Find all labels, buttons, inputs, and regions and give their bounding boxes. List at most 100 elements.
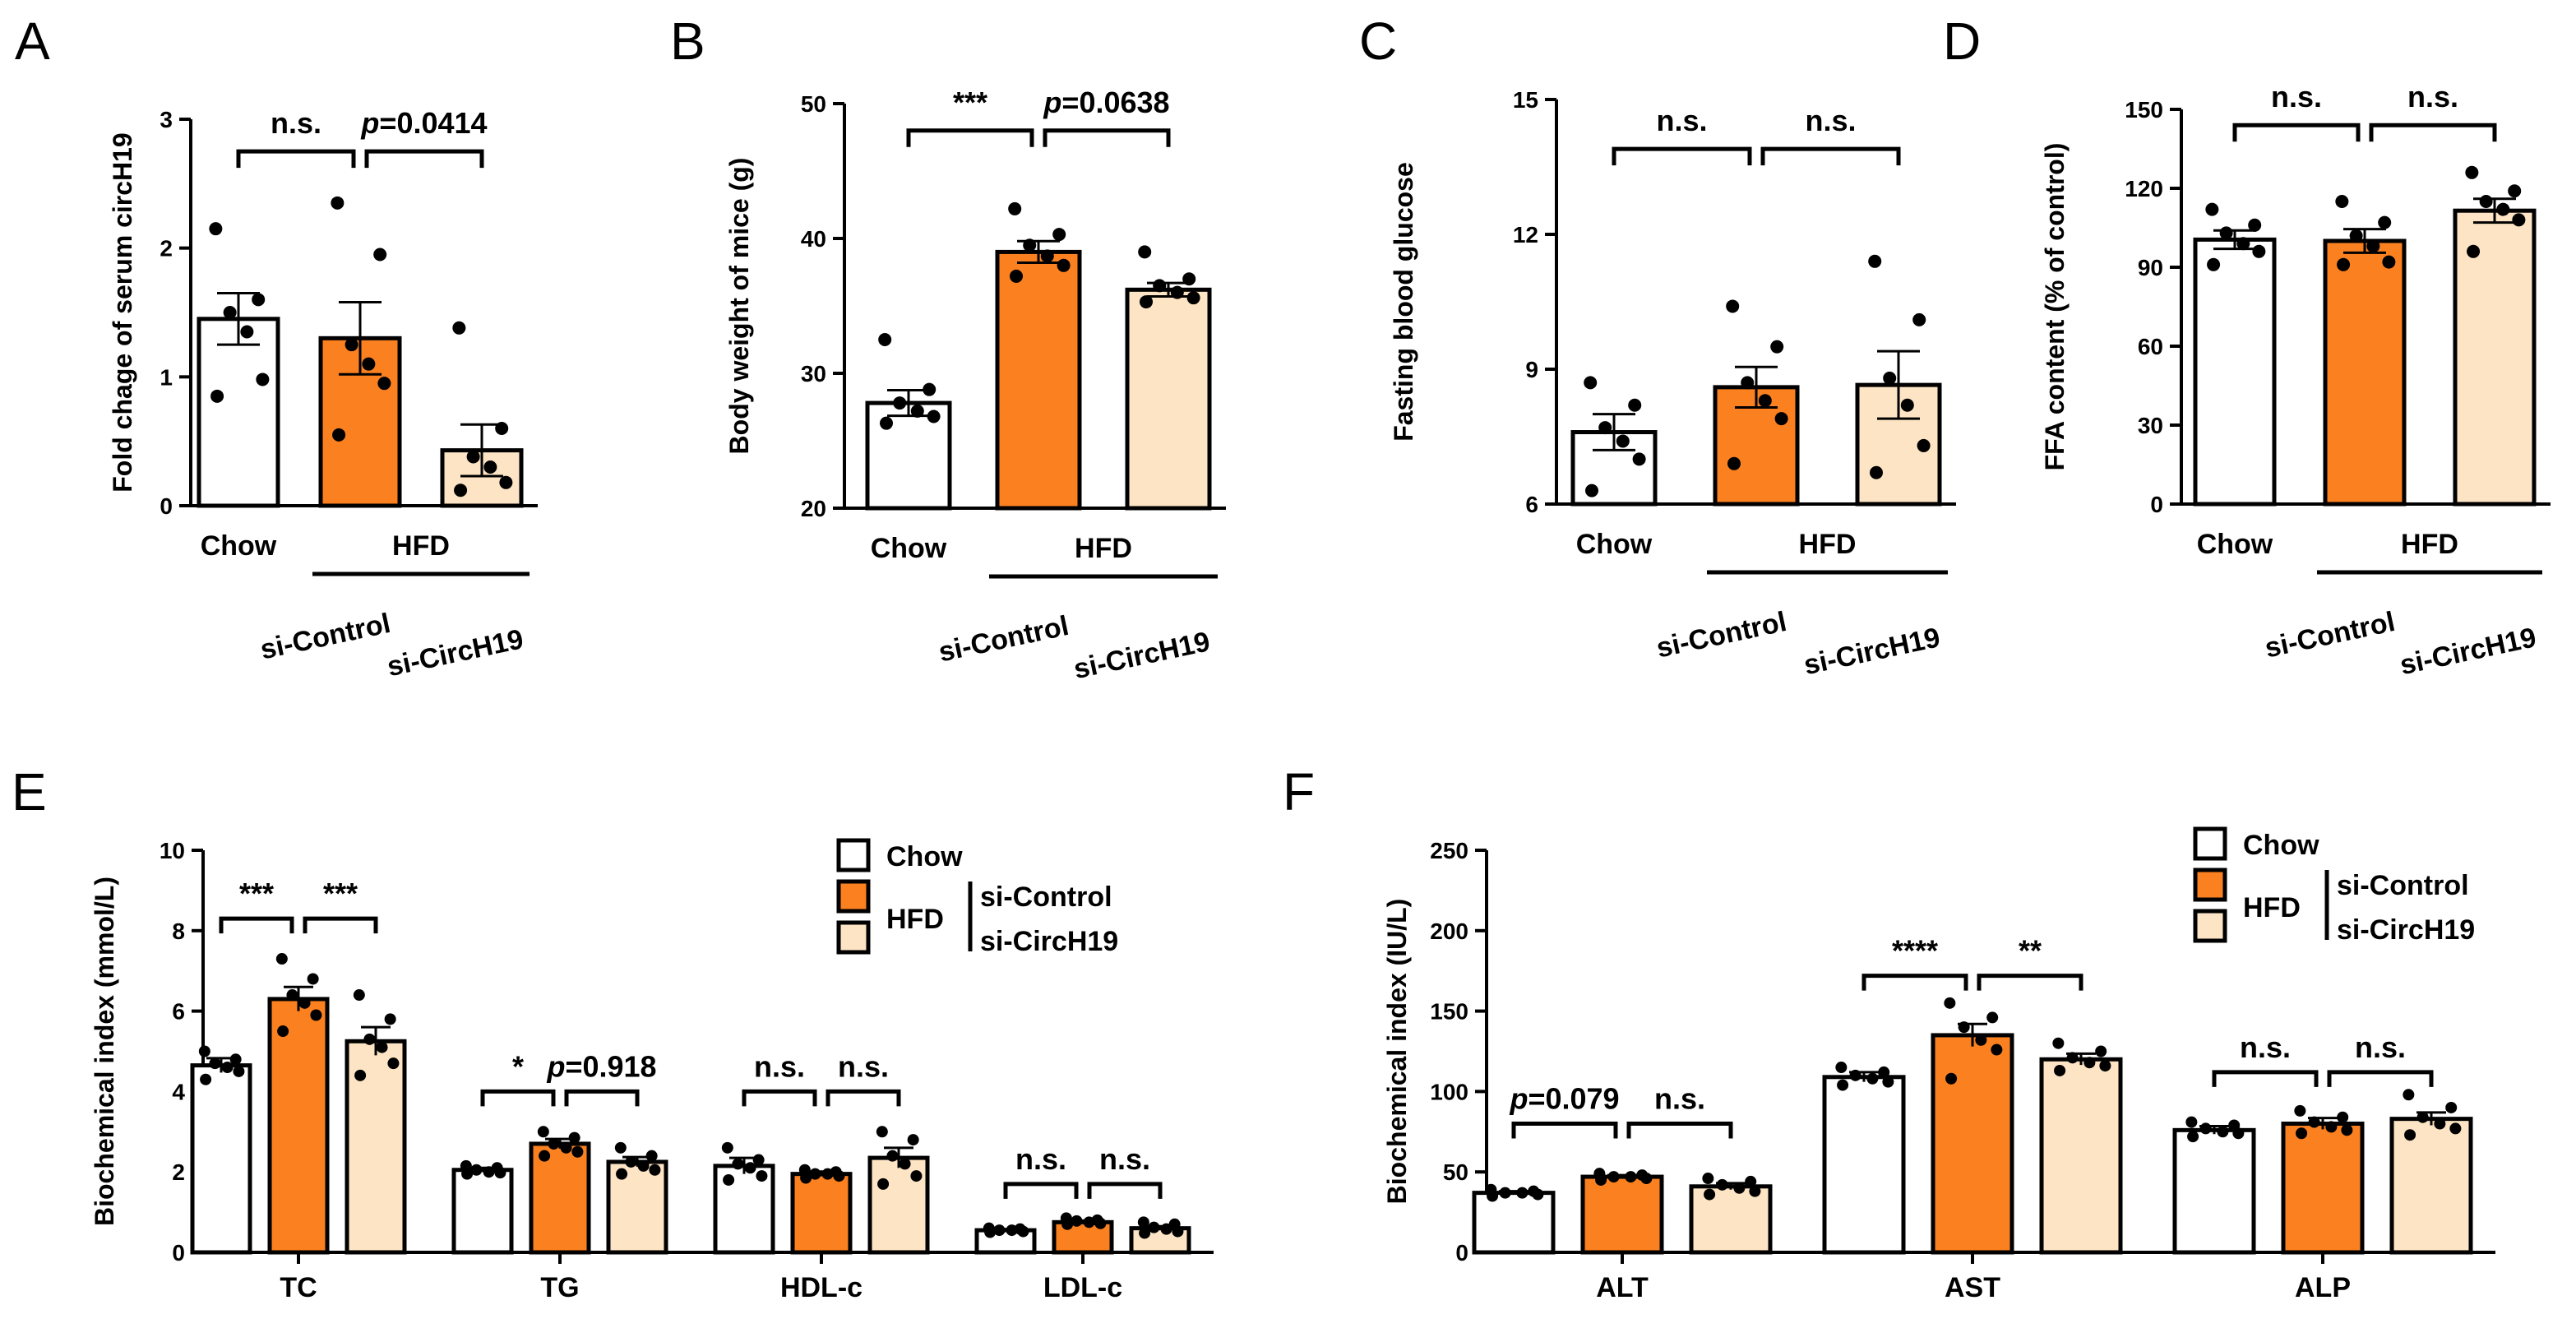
- data-point: [466, 450, 480, 464]
- data-point: [625, 1155, 637, 1168]
- data-point: [539, 1150, 551, 1162]
- legend-label-si-control: si-Control: [2337, 870, 2469, 901]
- data-point: [1770, 340, 1784, 354]
- bar-tg-chow: [451, 1168, 514, 1255]
- sig-label: n.s.: [2271, 80, 2322, 113]
- panel-letter: A: [15, 12, 50, 71]
- data-point: [1148, 1221, 1160, 1233]
- data-point: [332, 428, 346, 442]
- data-point: [1138, 245, 1152, 259]
- data-point: [345, 338, 358, 352]
- data-point: [1745, 1175, 1757, 1187]
- sig-bracket: [1043, 128, 1171, 147]
- data-point: [240, 325, 254, 339]
- data-point: [483, 1166, 495, 1178]
- sig-label-value: =0.0638: [1061, 86, 1169, 119]
- data-point: [1083, 1216, 1095, 1229]
- legend-label-hfd: HFD: [886, 904, 944, 935]
- legend-label-si-circh19: si-CircH19: [980, 926, 1118, 957]
- data-point: [548, 1137, 560, 1150]
- sig-bracket: [364, 149, 484, 169]
- y-tick-label: 9: [1525, 357, 1538, 382]
- data-point: [2052, 1037, 2065, 1049]
- data-point: [221, 1062, 234, 1074]
- data-point: [1900, 398, 1914, 412]
- data-point: [1628, 398, 1642, 412]
- data-point: [2434, 1117, 2446, 1130]
- data-point: [1598, 421, 1612, 435]
- y-tick-label: 50: [1443, 1159, 1468, 1185]
- x-label-chow: Chow: [871, 533, 947, 564]
- data-point: [331, 196, 345, 210]
- x-label-si-circh19: si-CircH19: [1801, 622, 1942, 681]
- data-point: [907, 1134, 919, 1146]
- y-tick-label: 30: [2138, 413, 2163, 438]
- data-point: [1023, 238, 1037, 252]
- bar-tc-chow: [190, 1063, 252, 1255]
- y-tick-label: 3: [160, 107, 173, 132]
- data-point: [210, 389, 224, 403]
- data-point: [1741, 376, 1755, 390]
- data-point: [721, 1141, 733, 1154]
- data-point: [833, 1170, 845, 1182]
- x-label-chow: Chow: [1576, 529, 1653, 560]
- sig-bracket: [2369, 123, 2497, 142]
- data-point: [483, 460, 497, 474]
- x-label-chow: Chow: [2197, 529, 2273, 560]
- y-tick-label: 250: [1430, 838, 1468, 863]
- sig-bracket: [1511, 1122, 1618, 1139]
- panel-e: E Biochemical index (mmol/L) 0 2 4 6 8 10 TC TG HD…: [12, 762, 1214, 1303]
- data-point: [910, 404, 924, 418]
- data-point: [2465, 165, 2479, 179]
- sig-label: n.s.: [1805, 104, 1856, 137]
- panel-b: B Body weight of mice (g) 20 30 40 50 Chow HFD s…: [670, 12, 1226, 685]
- data-point: [880, 416, 893, 430]
- data-point: [499, 475, 513, 489]
- y-tick-label: 10: [160, 838, 185, 863]
- sig-bracket: [2327, 1070, 2434, 1087]
- data-point: [1986, 1011, 1999, 1024]
- data-point: [1944, 997, 1956, 1009]
- bar-alp-chow: [2172, 1127, 2256, 1255]
- data-point: [363, 1033, 376, 1045]
- data-point: [756, 1170, 768, 1182]
- data-point: [1632, 452, 1646, 466]
- data-point: [752, 1154, 765, 1166]
- data-point: [1532, 1188, 1544, 1201]
- y-tick-label: 6: [172, 999, 185, 1025]
- data-point: [494, 1167, 506, 1179]
- data-point: [1487, 1190, 1499, 1202]
- data-point: [209, 222, 223, 236]
- data-point: [723, 1173, 735, 1186]
- y-tick-label: 20: [801, 496, 826, 521]
- data-point: [2467, 244, 2481, 258]
- sig-bracket: [564, 1089, 640, 1107]
- bar-tg-si-control: [529, 1141, 591, 1255]
- sig-bracket: [1760, 146, 1901, 166]
- legend: Chow HFD si-Control si-CircH19: [836, 838, 1118, 957]
- y-tick-label: 60: [2138, 334, 2163, 359]
- x-label-si-control: si-Control: [1653, 606, 1789, 664]
- y-tick-label: 0: [2150, 492, 2163, 517]
- sig-label-value: =0.079: [1528, 1082, 1619, 1116]
- data-point: [2095, 1045, 2107, 1057]
- y-axis-title: Fasting blood glucose: [1389, 162, 1418, 442]
- sig-label: n.s.: [2355, 1030, 2406, 1064]
- data-point: [2378, 215, 2392, 229]
- data-point: [2416, 1111, 2429, 1123]
- legend-swatch-chow: [836, 838, 871, 872]
- sig-bracket: [303, 916, 378, 934]
- legend: Chow HFD si-Control si-CircH19: [2193, 826, 2475, 946]
- sig-label-value: =0.0414: [379, 106, 487, 140]
- data-point: [2054, 1064, 2066, 1076]
- y-tick-label: 50: [801, 91, 826, 117]
- sig-label: n.s.: [2407, 80, 2458, 113]
- y-tick-label: 150: [1430, 999, 1468, 1025]
- x-category-label: TG: [540, 1272, 579, 1303]
- data-point: [893, 396, 907, 410]
- data-point: [910, 1170, 923, 1182]
- panel-letter: D: [1943, 12, 1981, 71]
- bar-ast-chow: [1822, 1075, 1906, 1255]
- bar-si-circh19: [1125, 287, 1212, 511]
- panel-f: F Biochemical index (IU/L) 0 50 100 150 200 250…: [1283, 762, 2495, 1303]
